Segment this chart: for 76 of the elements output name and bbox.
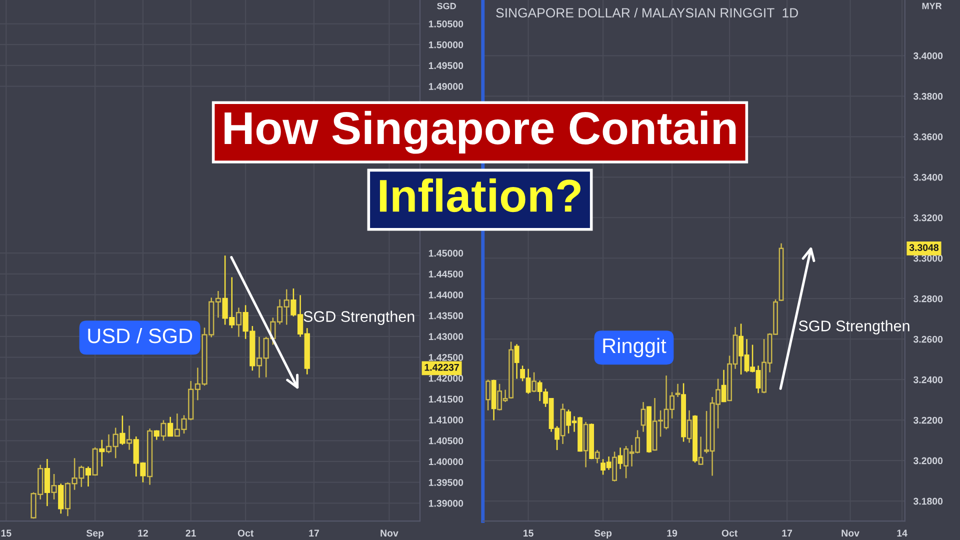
candlestick <box>154 430 160 440</box>
y-tick-label: 3.3000 <box>913 254 943 262</box>
x-tick-label: Sep <box>86 530 104 538</box>
y-tick-label: 3.3600 <box>913 133 943 140</box>
y-tick-label: 1.42000 <box>428 374 464 382</box>
x-tick-label: Nov <box>842 530 860 537</box>
candlestick <box>486 379 491 411</box>
candlestick <box>51 473 57 500</box>
y-tick-label: 3.2600 <box>913 336 943 343</box>
candlestick <box>532 372 537 393</box>
y-tick-label: 1.45000 <box>428 250 464 257</box>
annotation: USD / SGD <box>88 328 192 344</box>
y-tick-label: 3.2200 <box>913 416 943 424</box>
candlestick <box>618 446 623 470</box>
candlestick <box>721 369 726 403</box>
candlestick <box>698 436 704 466</box>
x-tick-label: Sep <box>594 530 612 538</box>
candlestick <box>594 449 600 464</box>
candlestick <box>99 439 105 468</box>
candlestick <box>675 383 680 398</box>
candlestick <box>120 415 126 446</box>
x-tick-label: 21 <box>186 530 196 536</box>
y-tick-label: 1.43000 <box>428 333 464 340</box>
y-tick-label: 1.50000 <box>428 41 464 48</box>
annotation: SGD Strengthen <box>304 310 414 325</box>
y-tick-label: 1.39500 <box>428 479 464 486</box>
y-tick-label: 3.3800 <box>913 92 943 100</box>
y-tick-label: 3.4000 <box>913 52 943 60</box>
candlestick <box>160 420 166 442</box>
text: How Singapore Contain <box>224 110 736 154</box>
x-tick-label: 17 <box>309 530 319 536</box>
x-tick-label: 15 <box>524 530 534 537</box>
y-tick-label: 1.40000 <box>428 458 464 466</box>
y-tick-label: 1.41500 <box>428 396 464 403</box>
x-tick-label: Oct <box>238 530 254 537</box>
candlestick <box>236 307 242 338</box>
candlestick <box>58 482 64 514</box>
annotation: Ringgit <box>603 338 666 358</box>
x-tick-label: 17 <box>782 530 792 536</box>
candlestick <box>168 416 174 438</box>
candlestick <box>514 344 520 380</box>
annotation: SGD Strengthen <box>798 320 910 334</box>
candlestick <box>612 451 618 482</box>
chart-title: SINGAPORE DOLLAR / MALAYSIAN RINGGIT 1D <box>496 8 798 18</box>
y-tick-label: 1.49000 <box>428 83 464 90</box>
y-tick-label: 1.39000 <box>428 500 464 507</box>
candlestick <box>640 401 646 432</box>
text: Inflation? <box>380 178 580 212</box>
x-tick-label: 19 <box>667 530 678 537</box>
y-tick-label: 1.43500 <box>428 312 464 320</box>
y-tick-label: 3.1800 <box>913 498 943 505</box>
x-tick-label: 14 <box>897 530 908 536</box>
y-axis-title: SGD <box>437 2 456 10</box>
x-tick-label: 12 <box>138 530 148 536</box>
x-tick-label: Oct <box>722 530 738 537</box>
y-tick-label: 3.2000 <box>913 457 943 464</box>
y-tick-label: 1.44500 <box>428 270 464 278</box>
y-axis-title: MYR <box>922 2 942 10</box>
y-tick-label: 1.42500 <box>428 354 464 361</box>
y-tick-label: 1.50500 <box>428 20 464 28</box>
text: 3.3048 <box>909 244 939 252</box>
y-tick-label: 3.3400 <box>913 174 943 181</box>
x-tick-label: 15 <box>1 530 12 537</box>
y-tick-label: 3.2800 <box>913 295 943 302</box>
text: 1.42237 <box>424 364 459 371</box>
candlestick <box>686 410 692 444</box>
candlestick <box>44 458 50 507</box>
y-tick-label: 1.49500 <box>428 62 464 70</box>
y-tick-label: 1.41000 <box>428 416 464 424</box>
y-tick-label: 1.44000 <box>428 291 464 298</box>
y-tick-label: 3.3200 <box>913 214 943 222</box>
y-tick-label: 1.40500 <box>428 437 464 444</box>
candlestick <box>126 425 132 450</box>
candlestick <box>85 466 92 488</box>
x-tick-label: Nov <box>380 530 398 537</box>
y-tick-label: 3.2400 <box>913 376 943 384</box>
